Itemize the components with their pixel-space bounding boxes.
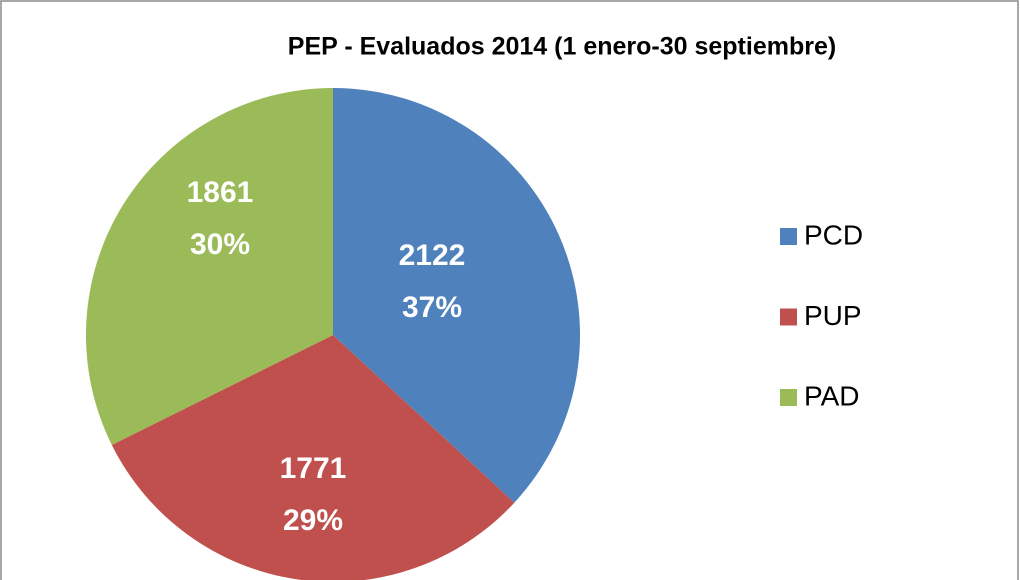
pie-slice: [85, 88, 333, 445]
legend-swatch: [780, 228, 797, 245]
legend-label: PUP: [804, 300, 862, 331]
legend-swatch: [780, 389, 797, 406]
pie-slice: [111, 335, 515, 580]
legend-swatch: [780, 308, 797, 326]
slice-percent-label: 30%: [190, 228, 250, 261]
legend-label: PAD: [804, 380, 860, 411]
slice-percent-label: 37%: [402, 291, 462, 324]
chart-title: PEP - Evaluados 2014 (1 enero-30 septiem…: [288, 33, 836, 61]
slice-value-label: 1861: [187, 176, 254, 209]
pie-slice: [333, 88, 580, 503]
legend-label: PCD: [804, 219, 863, 250]
slice-value-label: 1771: [280, 452, 347, 485]
slice-value-label: 2122: [399, 239, 466, 272]
slice-percent-label: 29%: [283, 504, 343, 537]
